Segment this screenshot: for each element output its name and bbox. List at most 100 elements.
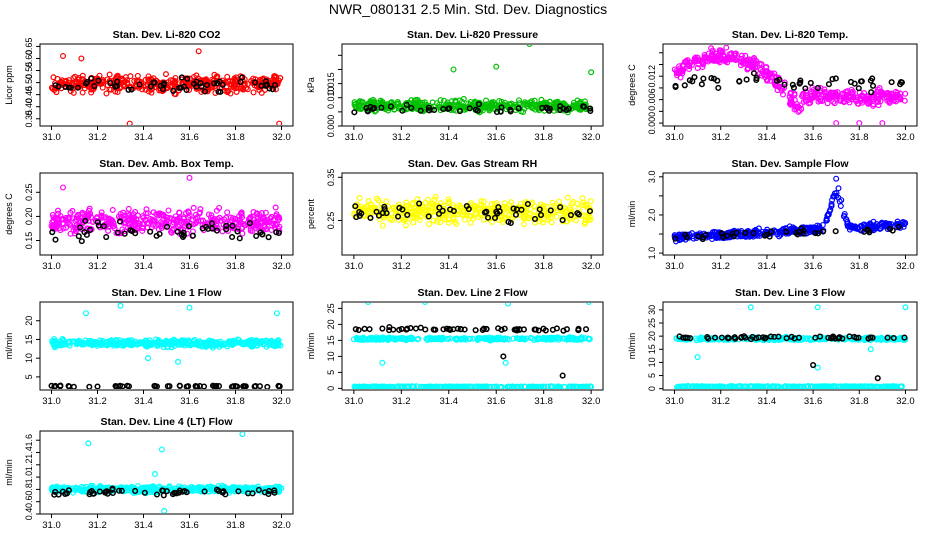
data-point: [178, 74, 185, 81]
chart-title: Stan. Dev. Line 4 (LT) Flow: [100, 416, 233, 428]
y-tick-label: 0.010: [326, 86, 336, 109]
data-point: [805, 97, 812, 104]
data-point: [516, 97, 523, 104]
series-ref: [52, 74, 278, 95]
data-point: [842, 88, 849, 95]
data-point: [488, 104, 495, 111]
data-point: [65, 219, 72, 226]
data-point: [711, 75, 718, 82]
data-point: [763, 68, 770, 75]
data-point: [723, 232, 730, 239]
series-main: [671, 45, 909, 125]
data-point: [139, 86, 146, 93]
data-point: [65, 77, 72, 84]
data-point: [185, 214, 192, 221]
data-point: [262, 82, 269, 89]
y-tick-label: 10: [24, 353, 34, 363]
data-point: [814, 84, 821, 92]
data-point: [229, 233, 236, 241]
data-point: [888, 383, 895, 389]
data-point: [501, 200, 508, 207]
data-point: [129, 216, 136, 223]
data-point: [386, 383, 393, 389]
data-point: [168, 229, 175, 236]
data-point: [366, 326, 373, 333]
data-point: [106, 71, 113, 78]
data-point: [255, 78, 262, 85]
data-point: [582, 326, 590, 333]
data-point: [443, 383, 450, 389]
data-point: [49, 219, 56, 226]
data-point: [153, 383, 161, 389]
x-tick-label: 31.8: [226, 132, 245, 143]
data-point: [407, 324, 414, 332]
data-point: [454, 207, 461, 214]
data-point: [103, 90, 110, 97]
data-point: [209, 344, 216, 351]
data-point: [744, 383, 751, 389]
y-tick-label: 0.60: [24, 50, 34, 68]
data-point: [59, 215, 66, 222]
data-point: [354, 203, 361, 210]
outlier-point: [835, 185, 842, 192]
data-point: [491, 214, 499, 222]
outlier-point: [82, 310, 89, 317]
data-point: [352, 203, 359, 210]
data-point: [110, 219, 117, 226]
data-point: [163, 223, 171, 230]
data-point: [515, 105, 522, 112]
plot-frame: [341, 172, 604, 256]
data-point: [718, 334, 725, 341]
data-point: [466, 335, 473, 342]
data-point: [271, 82, 278, 89]
data-point: [92, 341, 99, 348]
points-line3: [673, 304, 909, 389]
data-point: [719, 230, 726, 237]
data-point: [708, 383, 715, 389]
data-point: [176, 382, 183, 389]
x-tick-label: 31.8: [226, 520, 245, 531]
data-point: [680, 61, 687, 68]
data-point: [753, 383, 760, 389]
data-point: [113, 337, 120, 344]
data-point: [750, 229, 757, 237]
data-point: [808, 224, 815, 231]
data-point: [380, 383, 387, 389]
data-point: [75, 233, 82, 240]
data-point: [251, 383, 258, 389]
x-tick-label: 31.4: [758, 261, 777, 272]
data-point: [466, 105, 473, 112]
data-point: [575, 325, 582, 332]
data-point: [227, 78, 234, 85]
data-point: [95, 77, 102, 84]
data-point: [581, 103, 588, 110]
data-point: [256, 211, 263, 218]
data-point: [791, 106, 798, 113]
data-point: [823, 217, 830, 224]
data-point: [869, 82, 877, 89]
y-tick-label: 0.8: [24, 483, 34, 496]
series-ref: [352, 323, 590, 379]
x-tick-label: 31.0: [345, 132, 364, 143]
data-point: [116, 218, 124, 225]
data-point: [850, 94, 857, 101]
data-point: [268, 337, 275, 344]
data-point: [824, 100, 831, 107]
data-point: [79, 89, 86, 96]
data-point: [547, 207, 554, 214]
data-point: [767, 333, 774, 340]
data-point: [414, 206, 421, 213]
x-tick-label: 31.8: [850, 261, 869, 272]
x-tick-label: 31.8: [534, 261, 553, 272]
data-point: [902, 220, 909, 227]
data-point: [531, 203, 538, 210]
x-tick-label: 31.0: [345, 261, 364, 272]
data-point: [711, 334, 719, 341]
x-tick-label: 31.4: [758, 396, 777, 407]
data-point: [776, 76, 783, 83]
data-point: [737, 58, 744, 65]
data-point: [461, 209, 468, 216]
data-point: [560, 214, 567, 221]
data-point: [501, 325, 508, 332]
data-point: [837, 97, 844, 104]
